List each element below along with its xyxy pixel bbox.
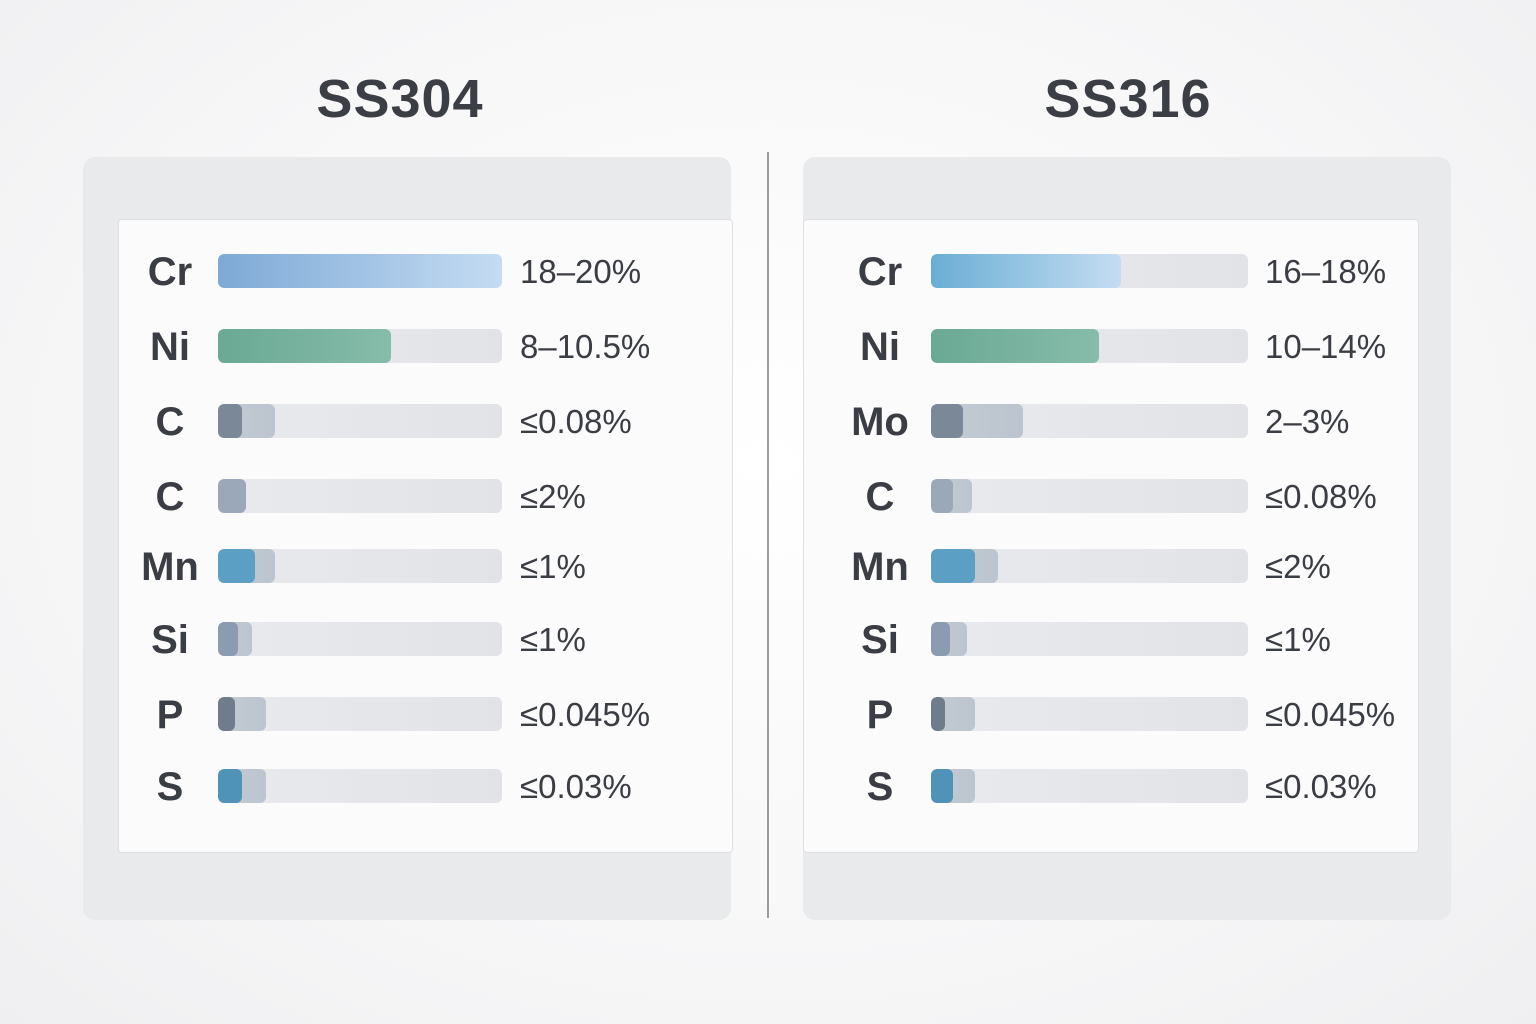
bar-fill (218, 404, 243, 438)
value-label: 10–14% (1265, 328, 1387, 365)
bar-fill (931, 769, 954, 803)
bar-track (931, 697, 1248, 731)
element-label: Si (151, 618, 189, 662)
element-label: C (155, 475, 185, 519)
bar-fill (931, 697, 946, 731)
bar-track (218, 329, 502, 363)
element-label: S (866, 765, 894, 809)
value-label: ≤0.03% (1265, 768, 1377, 805)
element-label: C (155, 400, 185, 444)
bar-fill (218, 479, 247, 513)
bar-track (218, 549, 502, 583)
value-label: ≤2% (520, 478, 586, 515)
bar-track (931, 404, 1248, 438)
element-label: P (156, 693, 184, 737)
bar-fill (218, 549, 255, 583)
element-label: P (866, 693, 894, 737)
value-label: 18–20% (520, 253, 642, 290)
bar-fill (931, 254, 1122, 288)
element-label: Mn (851, 545, 909, 589)
element-label: Cr (857, 250, 903, 294)
bar-track (218, 769, 502, 803)
bar-track (931, 479, 1248, 513)
bar-track (218, 254, 502, 288)
element-label: Si (861, 618, 899, 662)
value-label: ≤1% (520, 548, 586, 585)
bar-fill (218, 769, 243, 803)
element-label: C (865, 475, 895, 519)
bar-track (931, 329, 1248, 363)
bar-fill (931, 549, 976, 583)
value-label: ≤1% (1265, 621, 1331, 658)
value-label: ≤1% (520, 621, 586, 658)
element-label: S (156, 765, 184, 809)
element-label: Cr (147, 250, 193, 294)
bar-track (931, 622, 1248, 656)
ss304-title: SS304 (316, 69, 484, 129)
bar-track (931, 769, 1248, 803)
ss316-card (803, 219, 1419, 853)
value-label: 16–18% (1265, 253, 1387, 290)
element-label: Ni (150, 325, 190, 369)
bar-fill (931, 329, 1099, 363)
value-label: ≤0.08% (520, 403, 632, 440)
value-label: ≤0.045% (1265, 696, 1396, 733)
bar-fill (931, 622, 951, 656)
value-label: ≤0.045% (520, 696, 651, 733)
bar-fill (218, 697, 236, 731)
bar-track (218, 697, 502, 731)
value-label: ≤2% (1265, 548, 1331, 585)
bar-track (218, 622, 502, 656)
ss304-card (118, 219, 733, 853)
bar-fill (218, 622, 238, 656)
element-label: Mo (851, 400, 909, 444)
bar-fill (218, 254, 502, 288)
element-label: Mn (141, 545, 199, 589)
bar-fill (931, 479, 954, 513)
bar-track (931, 254, 1248, 288)
bar-track (218, 404, 502, 438)
value-label: 2–3% (1265, 403, 1350, 440)
divider (767, 152, 769, 918)
ss316-title: SS316 (1044, 69, 1212, 129)
bar-track (218, 479, 502, 513)
value-label: 8–10.5% (520, 328, 651, 365)
bar-fill (931, 404, 963, 438)
value-label: ≤0.08% (1265, 478, 1377, 515)
bar-fill (218, 329, 392, 363)
element-label: Ni (860, 325, 900, 369)
value-label: ≤0.03% (520, 768, 632, 805)
bar-track (931, 549, 1248, 583)
